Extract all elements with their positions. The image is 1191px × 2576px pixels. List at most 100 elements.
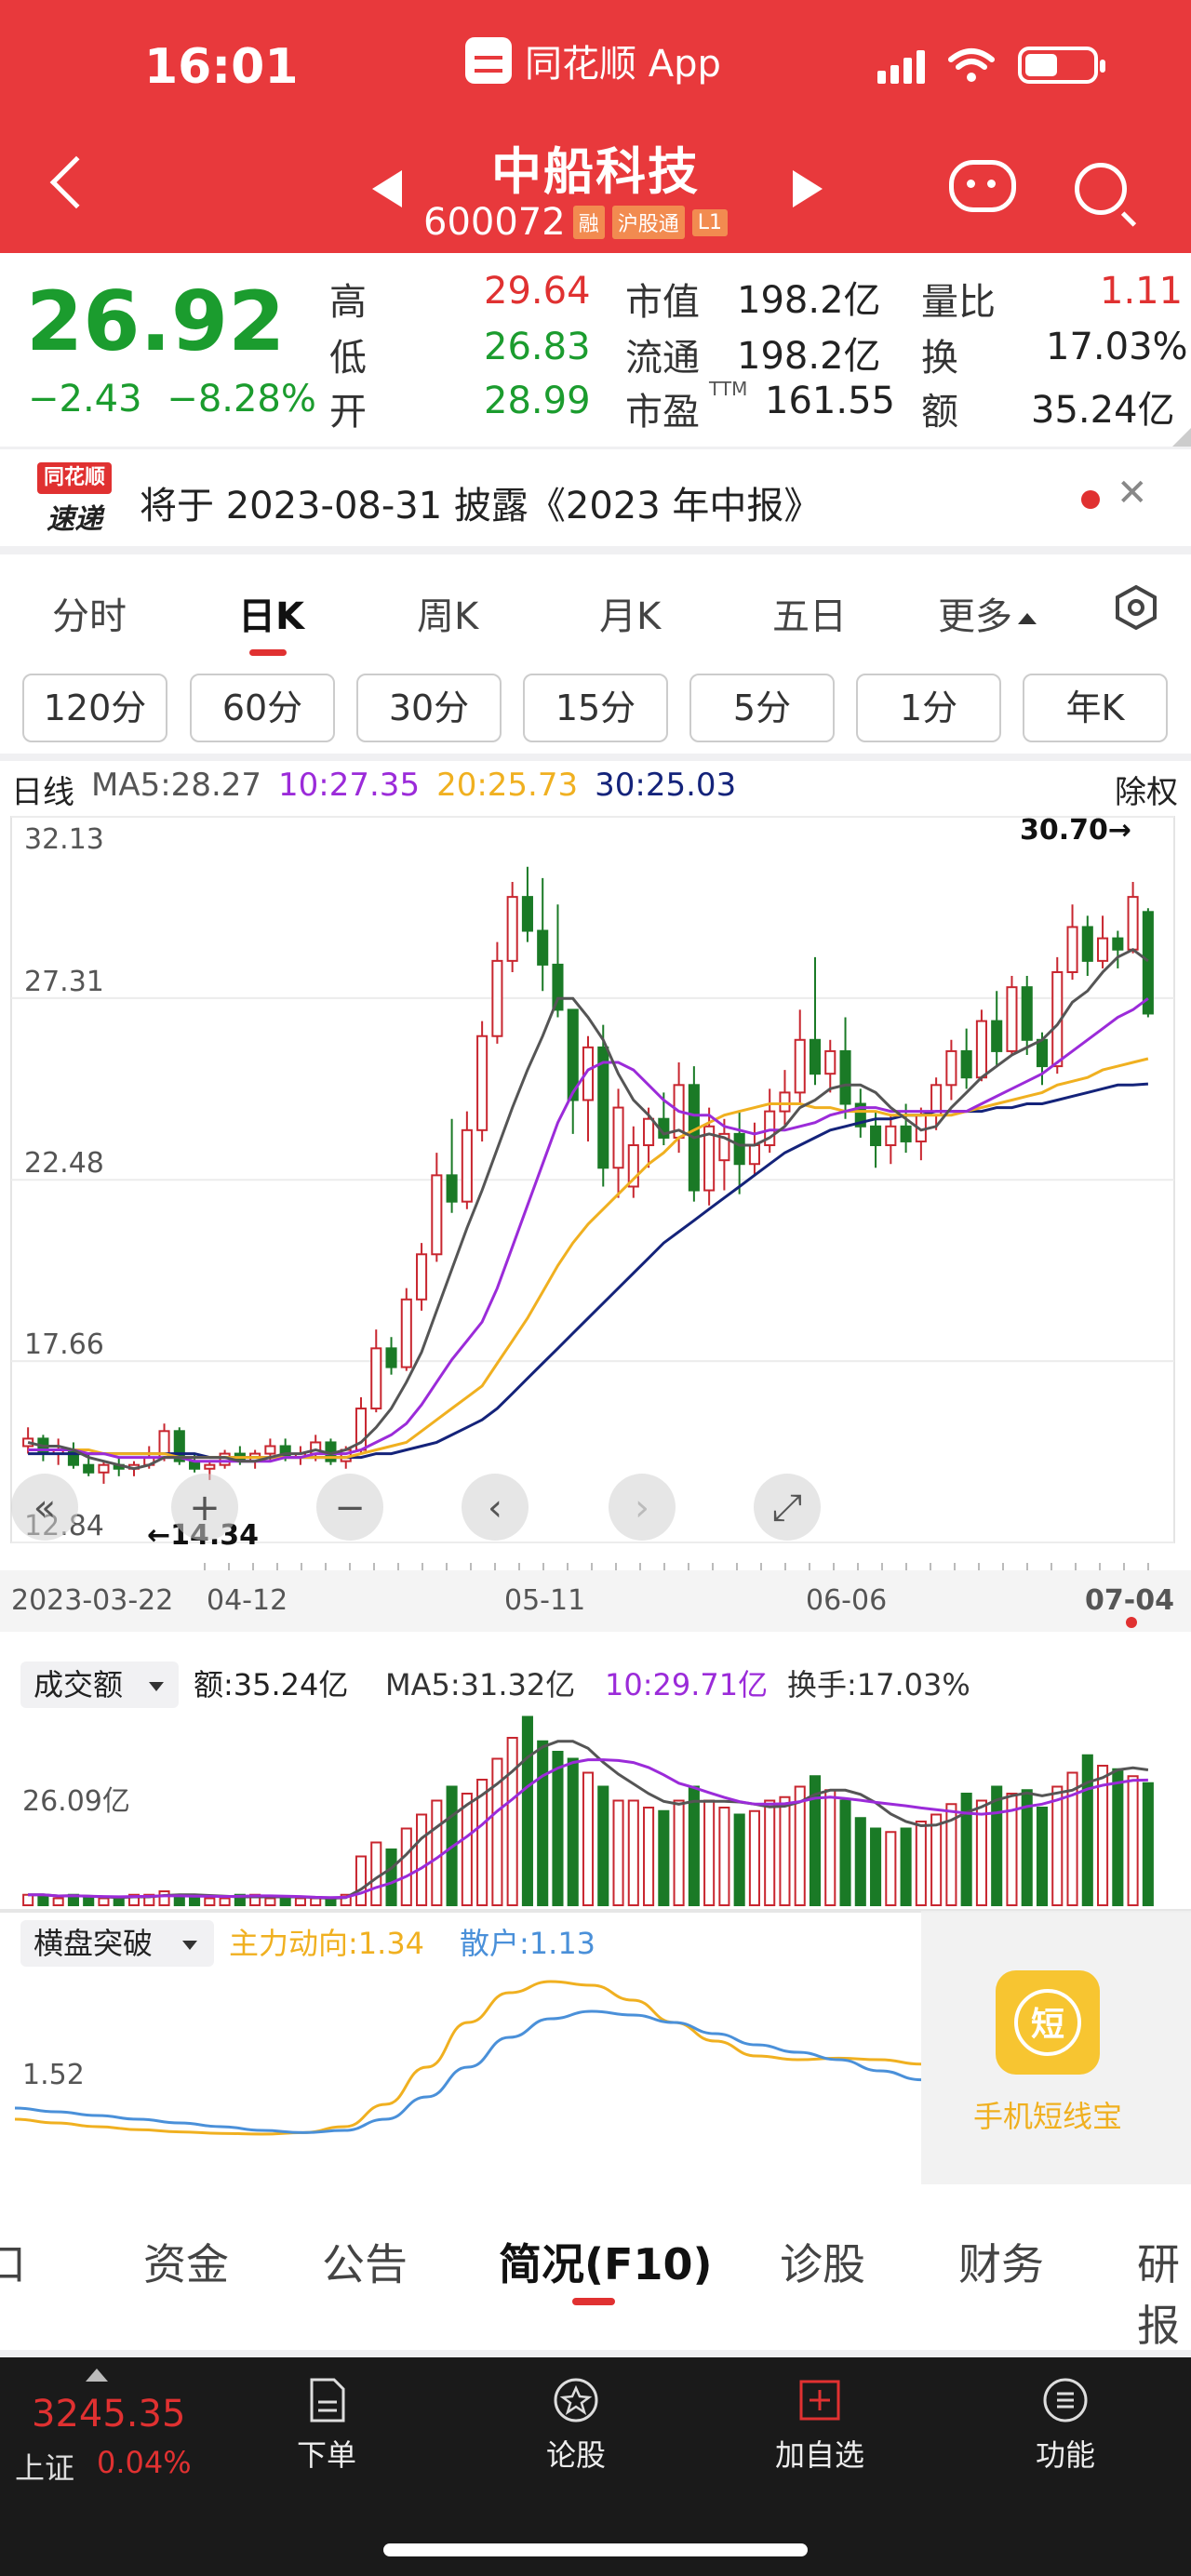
tab-intraday[interactable]: 分时 xyxy=(52,595,127,638)
volume-bar xyxy=(1142,1782,1154,1906)
volume-bar xyxy=(552,1751,564,1906)
next-button[interactable] xyxy=(609,1474,676,1541)
mktcap-value: 198.2亿 xyxy=(737,279,881,322)
scroll-left-button[interactable] xyxy=(11,1474,78,1541)
zoom-in-button[interactable] xyxy=(171,1474,238,1541)
high-value: 29.64 xyxy=(484,270,591,313)
fullscreen-button[interactable] xyxy=(754,1474,821,1541)
candle-body xyxy=(839,1049,851,1105)
volume-bar xyxy=(658,1809,670,1906)
tab-diagnosis[interactable]: 诊股 xyxy=(780,2239,865,2289)
next-stock-button[interactable] xyxy=(793,170,823,207)
volume-bar xyxy=(643,1807,655,1906)
btn-60min[interactable]: 60分 xyxy=(190,674,335,742)
vol-ratio-value: 1.11 xyxy=(1100,270,1184,313)
candle-body xyxy=(1142,911,1154,1015)
express-logo-top: 同花顺 xyxy=(37,462,112,494)
nav-add-watchlist[interactable]: 加自选 xyxy=(750,2376,890,2475)
settings-hex-icon[interactable] xyxy=(1113,584,1159,631)
expand-corner-icon[interactable] xyxy=(1172,428,1191,447)
volume-bar xyxy=(158,1890,170,1906)
candle-body xyxy=(476,1034,488,1131)
search-icon[interactable] xyxy=(1075,163,1127,215)
mktcap-label: 市值 xyxy=(625,281,700,324)
retail-legend: 散户:1.13 xyxy=(460,1926,596,1961)
volume-bar xyxy=(1112,1768,1124,1906)
zoom-out-button[interactable] xyxy=(316,1474,383,1541)
candle-body xyxy=(264,1445,276,1455)
btn-yearly-k[interactable]: 年K xyxy=(1023,674,1168,742)
candle-body xyxy=(764,1110,776,1147)
nav-forum[interactable]: 论股 xyxy=(506,2376,646,2475)
volume-bar xyxy=(189,1897,201,1906)
candle-body xyxy=(204,1463,216,1470)
index-expand-icon[interactable] xyxy=(86,2369,108,2382)
kline-svg: 32.1327.3122.4817.6612.8430.70→←14.34«+−… xyxy=(0,814,1191,2184)
tab-monthly-k[interactable]: 月K xyxy=(599,595,662,638)
tab-research[interactable]: 研报 xyxy=(1137,2239,1180,2351)
close-icon[interactable]: ✕ xyxy=(1117,472,1148,514)
prev-button[interactable] xyxy=(462,1474,529,1541)
volume-bar xyxy=(870,1827,882,1906)
indicator-dropdown-label: 横盘突破 xyxy=(33,1926,153,1961)
pe-value: 161.55 xyxy=(765,380,895,422)
btn-30min[interactable]: 30分 xyxy=(356,674,502,742)
btn-15min[interactable]: 15分 xyxy=(523,674,668,742)
btn-120min[interactable]: 120分 xyxy=(22,674,167,742)
stock-code-row: 600072 融 沪股通 L1 xyxy=(423,201,728,244)
tab-daily-k[interactable]: 日K xyxy=(238,595,304,638)
main-force-line xyxy=(14,1980,922,2136)
volume-bar xyxy=(127,1893,141,1906)
indicator-dropdown[interactable] xyxy=(20,1920,214,1967)
tab-finance[interactable]: 财务 xyxy=(958,2239,1044,2289)
retail-line xyxy=(14,2009,922,2134)
tab-more[interactable]: 更多 xyxy=(938,586,1037,640)
tab-funds[interactable]: 资金 xyxy=(143,2239,229,2289)
x-tick-label: 06-06 xyxy=(806,1584,887,1617)
candle-body xyxy=(824,1049,836,1075)
volume-bar xyxy=(900,1827,912,1906)
volume-bar xyxy=(1066,1771,1078,1906)
volume-bar xyxy=(779,1795,791,1906)
ma10-line xyxy=(28,997,1149,1463)
chart-area[interactable]: 日线 MA5:28.27 10:27.35 20:25.73 30:25.03 … xyxy=(0,761,1191,2184)
tab-weekly-k[interactable]: 周K xyxy=(417,595,479,638)
notice-bar[interactable]: 同花顺 速递 将于 2023-08-31 披露《2023 年中报》 ✕ xyxy=(0,449,1191,546)
tab-order-book[interactable]: 口 xyxy=(0,2239,26,2289)
volume-bar xyxy=(491,1757,503,1906)
volume-bar xyxy=(854,1817,866,1906)
btn-5min[interactable]: 5分 xyxy=(689,674,835,742)
candle-body xyxy=(1021,986,1033,1041)
nav-order[interactable]: 下单 xyxy=(257,2376,396,2475)
volume-bar xyxy=(1006,1793,1018,1906)
volume-bar xyxy=(1097,1765,1109,1906)
ma10-legend: 10:27.35 xyxy=(278,767,421,804)
volume-legend-0: 额:35.24亿 xyxy=(194,1667,348,1702)
volume-bar xyxy=(991,1785,1003,1906)
tab-five-day[interactable]: 五日 xyxy=(772,595,847,638)
candle-body xyxy=(567,1008,579,1101)
amount-dropdown-label: 成交额 xyxy=(33,1667,123,1702)
promo-label: 手机短线宝 xyxy=(973,2099,1122,2134)
candle-body xyxy=(416,1253,428,1301)
volume-bar xyxy=(567,1757,579,1906)
amount-dropdown[interactable] xyxy=(20,1662,179,1708)
tab-announcements[interactable]: 公告 xyxy=(322,2239,408,2289)
btn-1min[interactable]: 1分 xyxy=(856,674,1001,742)
volume-bar xyxy=(219,1897,231,1906)
candle-body xyxy=(537,929,549,966)
robot-assistant-icon[interactable] xyxy=(949,160,1016,212)
prev-stock-button[interactable] xyxy=(372,170,402,207)
nav-functions[interactable]: 功能 xyxy=(996,2376,1135,2475)
volume-bar xyxy=(506,1737,518,1906)
candle-body xyxy=(582,1046,595,1101)
volume-bar xyxy=(52,1897,64,1906)
pe-ttm-sup: TTM xyxy=(709,378,748,400)
index-value[interactable]: 3245.35 xyxy=(32,2393,186,2436)
tab-f10[interactable]: 简况(F10) xyxy=(499,2239,713,2289)
candle-body xyxy=(612,1106,624,1169)
candle-body xyxy=(643,1117,655,1147)
candle-body xyxy=(446,1174,458,1203)
volume-bar xyxy=(370,1841,382,1906)
adjust-toggle[interactable]: 除权 xyxy=(1115,774,1178,811)
